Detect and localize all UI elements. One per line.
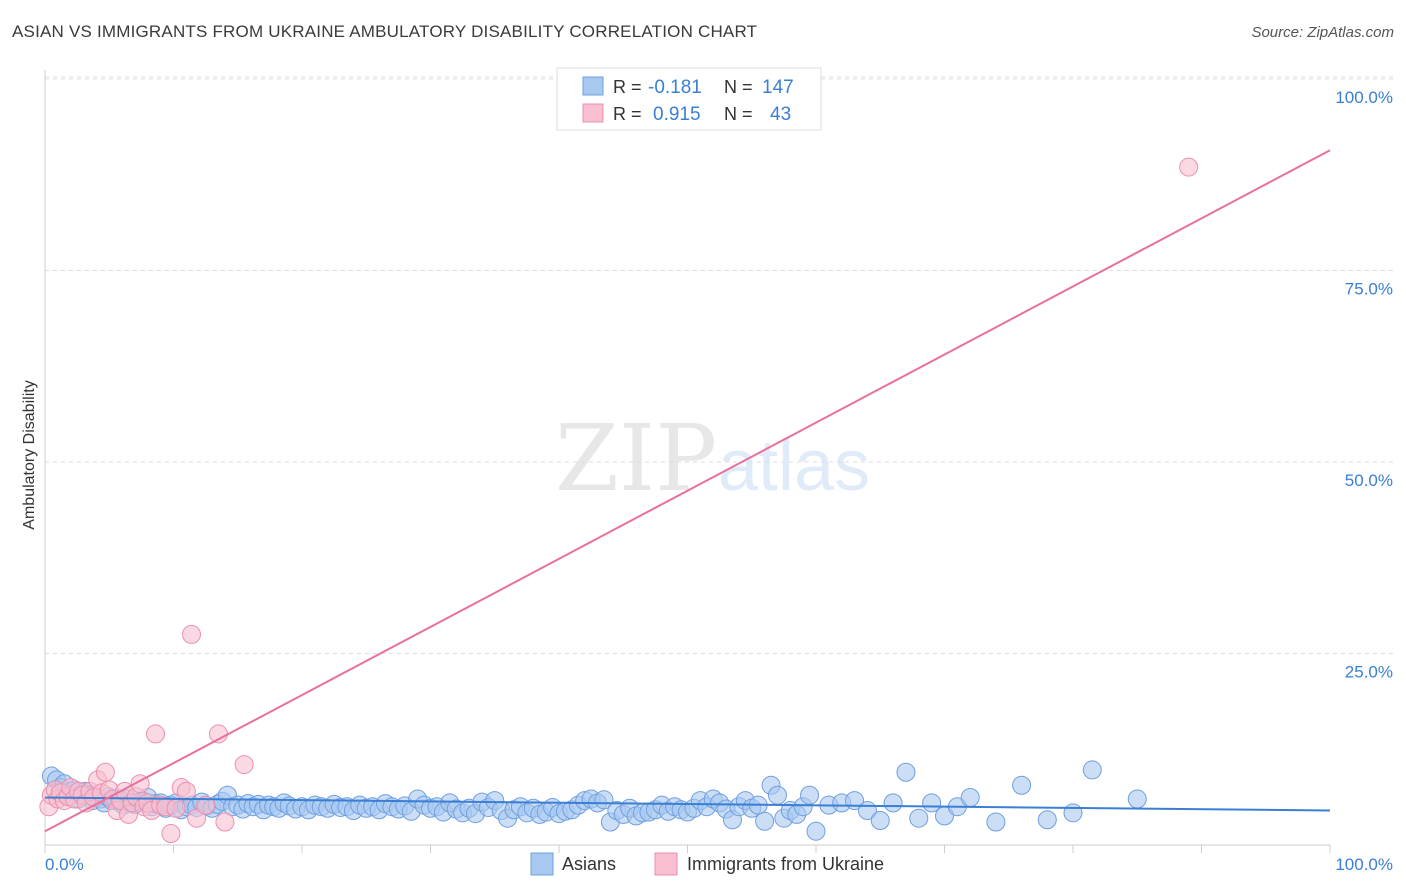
y-tick-label: 50.0% xyxy=(1345,471,1393,490)
y-tick-label: 100.0% xyxy=(1335,88,1393,107)
data-point xyxy=(896,762,916,782)
y-tick-labels: 25.0% 50.0% 75.0% 100.0% xyxy=(1335,88,1393,682)
data-point xyxy=(181,624,201,644)
stats-r-value-ukraine: 0.915 xyxy=(653,104,701,125)
data-point xyxy=(755,811,775,831)
x-ticks xyxy=(44,845,1331,853)
data-point xyxy=(196,795,216,815)
watermark-atlas: atlas xyxy=(718,426,870,506)
x-tick-label-min: 0.0% xyxy=(45,855,84,874)
stats-box: R = -0.181 N = 147 R = 0.915 N = 43 xyxy=(556,67,822,131)
stats-r-label-asians: R = xyxy=(613,77,642,97)
data-point xyxy=(215,812,235,832)
legend-swatch-asians[interactable] xyxy=(530,852,554,876)
data-point xyxy=(883,793,903,813)
trend-line-ukraine xyxy=(44,149,1331,833)
data-point xyxy=(806,821,826,841)
stats-r-label-ukraine: R = xyxy=(613,104,642,124)
stats-n-value-ukraine: 43 xyxy=(770,104,791,125)
watermark: ZIP atlas xyxy=(555,405,870,512)
data-point xyxy=(146,724,166,744)
y-tick-label: 75.0% xyxy=(1345,280,1393,299)
data-point xyxy=(1012,775,1032,795)
chart-title: ASIAN VS IMMIGRANTS FROM UKRAINE AMBULAT… xyxy=(12,22,758,41)
legend: Asians Immigrants from Ukraine xyxy=(530,852,884,876)
x-tick-label-max: 100.0% xyxy=(1335,855,1393,874)
data-point xyxy=(1063,803,1083,823)
stats-n-label-ukraine: N = xyxy=(724,104,753,124)
legend-label-ukraine[interactable]: Immigrants from Ukraine xyxy=(687,854,884,874)
data-point xyxy=(1037,810,1057,830)
data-point xyxy=(166,798,186,818)
series-ukraine-points xyxy=(39,157,1199,844)
stats-swatch-ukraine xyxy=(582,103,604,123)
data-point xyxy=(594,790,614,810)
data-point xyxy=(986,812,1006,832)
data-point xyxy=(187,808,207,828)
stats-r-value-asians: -0.181 xyxy=(648,77,702,98)
legend-swatch-ukraine[interactable] xyxy=(654,852,678,876)
data-point xyxy=(909,808,929,828)
data-point xyxy=(800,785,820,805)
watermark-zip: ZIP xyxy=(555,405,717,512)
y-axis-label: Ambulatory Disability xyxy=(21,380,38,529)
data-point xyxy=(1179,157,1199,177)
stats-n-value-asians: 147 xyxy=(762,77,794,98)
data-point xyxy=(176,781,196,801)
data-point xyxy=(95,762,115,782)
stats-swatch-asians xyxy=(582,76,604,96)
data-point xyxy=(960,788,980,808)
data-point xyxy=(767,785,787,805)
y-tick-label: 25.0% xyxy=(1345,663,1393,682)
trend-line-asians xyxy=(44,796,1331,812)
data-point xyxy=(234,755,254,775)
data-point xyxy=(161,824,181,844)
data-point xyxy=(1082,760,1102,780)
legend-label-asians[interactable]: Asians xyxy=(562,854,616,874)
chart-source: Source: ZipAtlas.com xyxy=(1251,24,1394,41)
data-point xyxy=(870,810,890,830)
data-point xyxy=(1127,789,1147,809)
stats-n-label-asians: N = xyxy=(724,77,753,97)
